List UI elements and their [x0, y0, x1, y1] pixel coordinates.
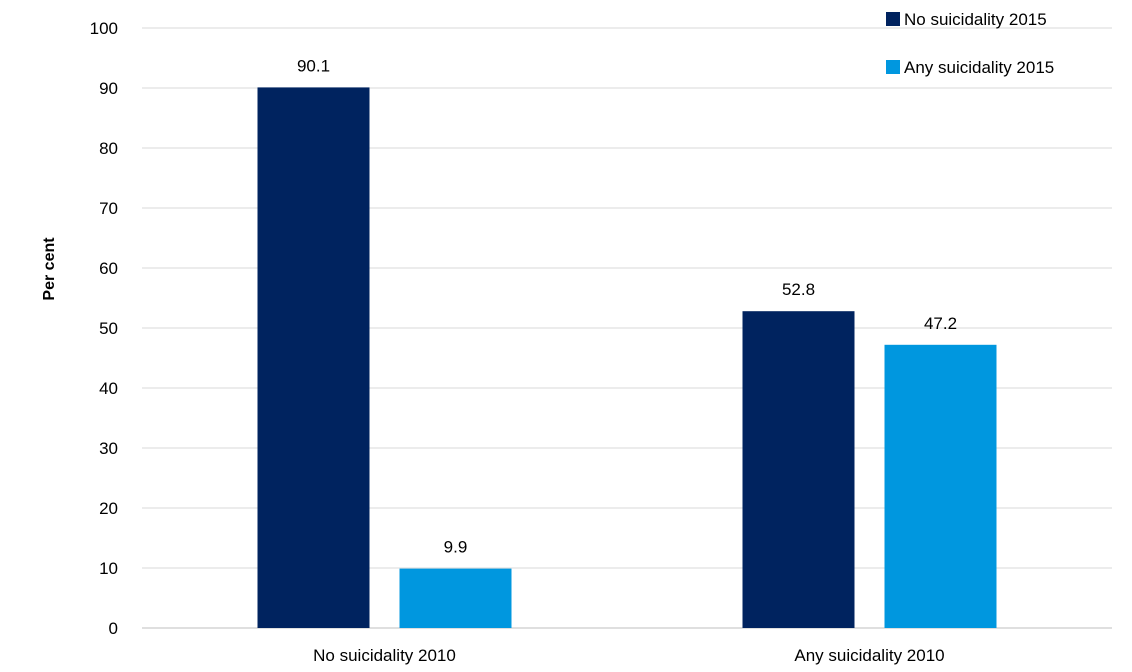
bar-any-suicidality-2015-no-2010 [399, 568, 512, 628]
y-tick-label: 60 [99, 259, 118, 278]
y-axis-ticks: 0 10 20 30 40 50 60 70 80 90 100 [90, 19, 118, 638]
data-label: 47.2 [924, 314, 957, 333]
x-axis-categories: No suicidality 2010 Any suicidality 2010 [313, 646, 944, 665]
data-label: 9.9 [444, 538, 468, 557]
data-label: 52.8 [782, 280, 815, 299]
y-axis-label: Per cent [41, 237, 58, 301]
y-tick-label: 70 [99, 199, 118, 218]
legend-label: Any suicidality 2015 [904, 58, 1054, 77]
legend-swatch [886, 12, 900, 26]
legend: No suicidality 2015 Any suicidality 2015 [886, 10, 1054, 77]
y-tick-label: 30 [99, 439, 118, 458]
y-tick-label: 80 [99, 139, 118, 158]
legend-swatch [886, 60, 900, 74]
data-label: 90.1 [297, 56, 330, 75]
bar-no-suicidality-2015-no-2010 [257, 87, 370, 628]
y-tick-label: 50 [99, 319, 118, 338]
y-tick-label: 20 [99, 499, 118, 518]
y-tick-label: 10 [99, 559, 118, 578]
x-category-label: No suicidality 2010 [313, 646, 456, 665]
legend-item: Any suicidality 2015 [886, 58, 1054, 77]
bar-any-suicidality-2015-any-2010 [884, 344, 997, 628]
bar-no-suicidality-2015-any-2010 [742, 311, 855, 628]
x-category-label: Any suicidality 2010 [794, 646, 944, 665]
data-labels: 90.1 9.9 52.8 47.2 [297, 56, 957, 556]
legend-label: No suicidality 2015 [904, 10, 1047, 29]
y-tick-label: 90 [99, 79, 118, 98]
bars [257, 87, 997, 628]
y-tick-label: 100 [90, 19, 118, 38]
y-tick-label: 40 [99, 379, 118, 398]
legend-item: No suicidality 2015 [886, 10, 1047, 29]
y-tick-label: 0 [109, 619, 118, 638]
